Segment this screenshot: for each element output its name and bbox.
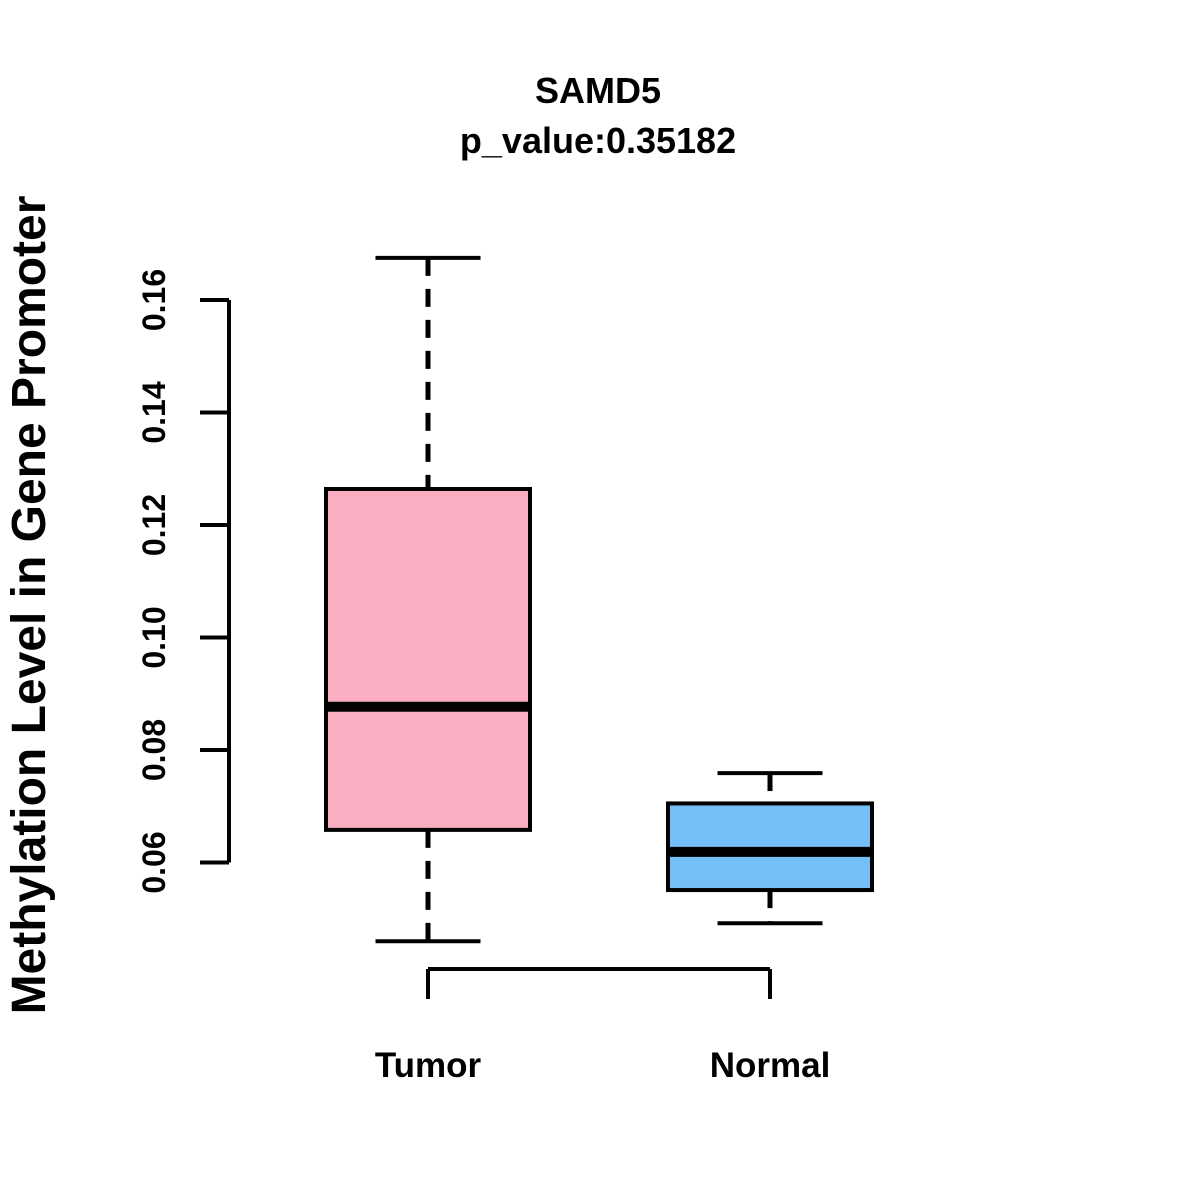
y-tick-label: 0.08 <box>136 719 172 781</box>
y-tick-label: 0.12 <box>136 494 172 556</box>
x-category-label-tumor: Tumor <box>375 1046 482 1085</box>
tumor-box <box>324 487 532 832</box>
chart-title: SAMD5 <box>534 70 662 111</box>
y-tick-label: 0.10 <box>136 606 172 668</box>
y-tick-label: 0.06 <box>136 831 172 893</box>
normal-box <box>666 801 874 893</box>
chart-title-block: SAMD5 p_value:0.35182 <box>0 66 1196 166</box>
y-tick-label: 0.16 <box>136 269 172 331</box>
chart-subtitle: p_value:0.35182 <box>459 120 737 161</box>
x-category-label-normal: Normal <box>710 1046 831 1085</box>
y-tick-label: 0.14 <box>136 381 172 443</box>
